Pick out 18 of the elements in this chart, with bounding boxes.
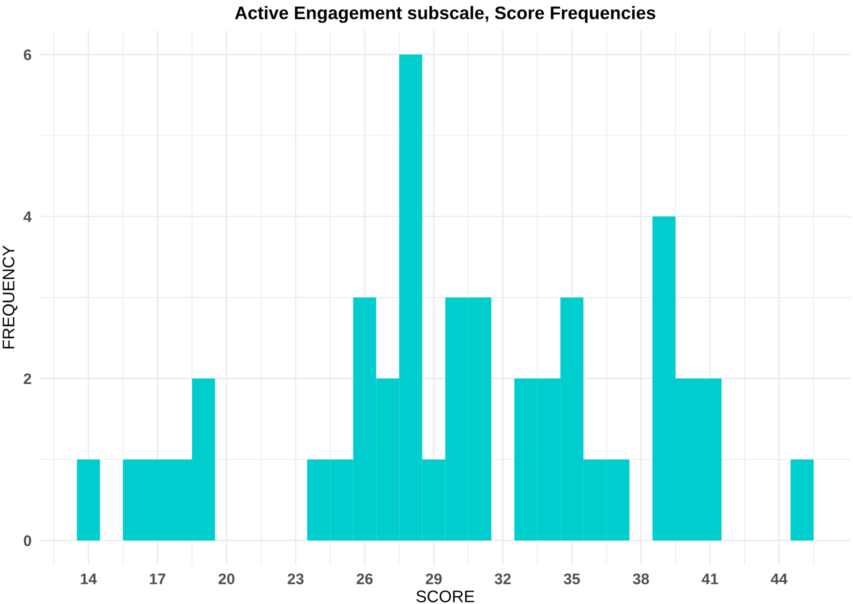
x-tick-label: 35 xyxy=(564,573,580,584)
x-tick-label: 14 xyxy=(80,574,97,584)
y-axis-title: FREQUENCY xyxy=(2,246,18,348)
y-tick-label: 4 xyxy=(23,212,32,222)
x-tick-label: 32 xyxy=(494,573,511,584)
x-axis-title: SCORE xyxy=(416,590,474,602)
chart-title: Active Engagement subscale, Score Frequencies xyxy=(235,6,656,23)
x-tick-label: 38 xyxy=(632,573,649,584)
y-tick-label: 6 xyxy=(24,49,32,60)
y-tick-label: 2 xyxy=(24,373,32,384)
x-tick-label: 26 xyxy=(356,573,373,584)
x-tick-label: 41 xyxy=(702,574,718,584)
x-tick-label: 17 xyxy=(150,574,166,584)
x-tick-label: 29 xyxy=(426,573,442,584)
x-tick-label: 23 xyxy=(288,573,304,584)
y-tick-label: 0 xyxy=(24,535,32,546)
x-tick-label: 20 xyxy=(218,573,234,584)
x-tick-label: 44 xyxy=(770,574,788,584)
